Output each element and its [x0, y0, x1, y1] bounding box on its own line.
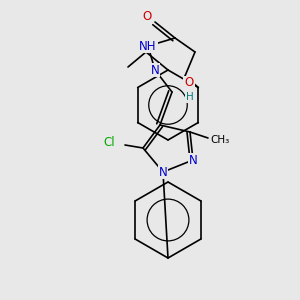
Text: CH₃: CH₃ — [210, 135, 230, 145]
Text: N: N — [159, 166, 167, 178]
Text: O: O — [184, 76, 194, 89]
Text: Cl: Cl — [103, 136, 115, 149]
Text: H: H — [186, 92, 194, 102]
Text: N: N — [189, 154, 197, 166]
Text: N: N — [151, 64, 159, 76]
Text: NH: NH — [139, 40, 157, 52]
Text: O: O — [142, 10, 152, 22]
